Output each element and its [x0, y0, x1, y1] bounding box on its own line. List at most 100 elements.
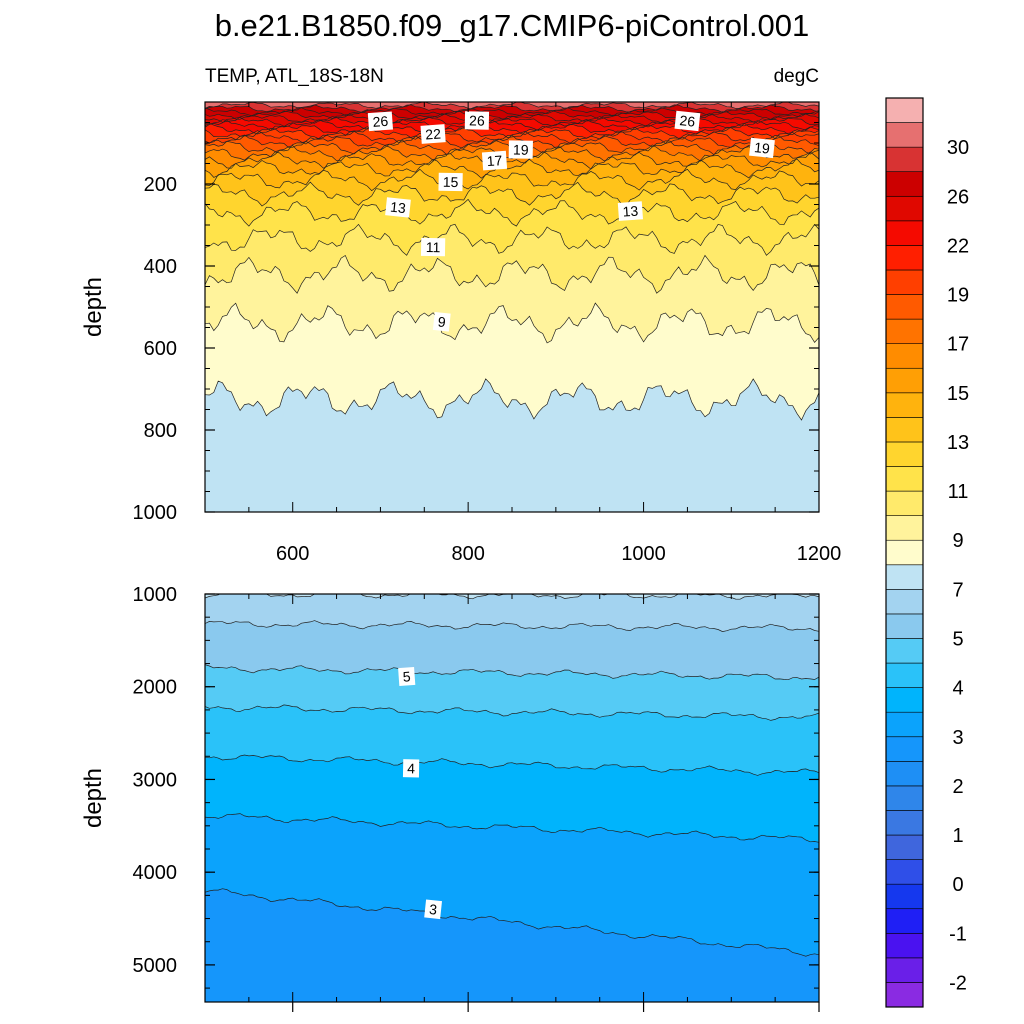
colorbar: -2 -1 0 1 2 3 4 5 7 9 11 13 15 17 19 22 26 30 [885, 97, 969, 1008]
colorbar-swatch [885, 736, 924, 762]
contour-label-text: 4 [407, 760, 415, 776]
isotherm-line [205, 704, 819, 721]
x-tick-label: 1200 [797, 543, 842, 565]
contour-label-text: 26 [469, 112, 485, 128]
colorbar-swatch [885, 589, 924, 615]
isotherm-line [205, 119, 819, 131]
y-tick-label: 1000 [133, 502, 178, 524]
colorbar-swatch [885, 761, 924, 787]
colorbar-swatch [885, 982, 924, 1008]
isotherm-line [205, 888, 819, 957]
contour-label-text: 17 [486, 152, 503, 169]
y-tick-label: 200 [144, 174, 177, 196]
isotherm-line [205, 254, 819, 294]
isotherm-line [205, 126, 819, 140]
colorbar-swatch [885, 220, 924, 246]
contour-label: 22 [420, 124, 446, 144]
y-tick-label: 800 [144, 420, 177, 442]
contour-label-text: 9 [437, 313, 447, 330]
colorbar-swatch [885, 417, 924, 443]
isotherm-line [205, 302, 819, 344]
contour-label: 19 [508, 140, 533, 159]
isotherm-line [205, 158, 819, 179]
contour-label-text: 22 [425, 125, 442, 142]
isotherm-line [205, 150, 819, 170]
contour-label: 26 [464, 111, 490, 130]
contour-label: 5 [398, 666, 416, 687]
isotherm-line [205, 144, 819, 162]
contour-label-text: 26 [372, 113, 389, 130]
contour-label-text: 26 [679, 112, 696, 130]
colorbar-swatch [885, 171, 924, 197]
colorbar-swatch [885, 883, 924, 910]
isotherm-line [205, 198, 819, 227]
colorbar-swatch [885, 146, 924, 173]
colorbar-swatch [885, 441, 924, 467]
contour-label-text: 11 [426, 239, 441, 255]
isotherm-line [205, 134, 819, 149]
colorbar-label: 17 [947, 334, 969, 356]
x-tick-label: 600 [276, 543, 309, 565]
colorbar-label: 9 [952, 530, 963, 552]
colorbar-swatch [885, 294, 924, 320]
colorbar-swatch [885, 195, 924, 222]
contour-label-text: 5 [402, 668, 411, 685]
upper-depth-panel: 26 26 26 22 19 19 17 15 13 13 11 9 200 400 600 800 1000 6… [133, 101, 842, 565]
colorbar-swatch [885, 711, 924, 738]
contour-label: 3 [424, 899, 442, 920]
colorbar-swatch [885, 343, 924, 369]
contour-plot-area: 5 4 3 [205, 594, 819, 1002]
contour-label: 11 [420, 237, 446, 257]
y-tick-label: 4000 [133, 862, 178, 884]
colorbar-swatch [885, 957, 924, 983]
y-tick-label: 1000 [133, 584, 178, 606]
units-label: degC [774, 66, 819, 87]
colorbar-swatch [885, 392, 924, 418]
colorbar-swatch [885, 564, 924, 590]
colorbar-swatch [885, 97, 924, 123]
isotherm-line [205, 116, 819, 128]
contour-label: 15 [438, 172, 463, 192]
isotherm-line [205, 754, 819, 776]
isotherm-line [205, 113, 819, 124]
colorbar-label: 15 [947, 383, 969, 405]
isotherm-line [205, 130, 819, 145]
colorbar-label: 2 [952, 776, 963, 798]
colorbar-swatch [885, 269, 924, 295]
deep-depth-panel: 5 4 3 1000 2000 3000 4000 5000 [133, 584, 820, 1012]
contour-label: 4 [402, 759, 420, 778]
isotherm-line [205, 378, 819, 421]
x-tick-label: 1000 [621, 543, 666, 565]
isotherm-line [205, 594, 819, 600]
colorbar-swatch [885, 859, 924, 885]
colorbar-label: 11 [948, 481, 969, 503]
contour-label: 9 [432, 312, 451, 332]
contour-label: 17 [481, 150, 508, 171]
colorbar-swatch [885, 687, 924, 713]
contour-label: 19 [749, 137, 775, 159]
y-tick-label: 600 [144, 338, 177, 360]
colorbar-label: -2 [949, 972, 967, 994]
contour-label-text: 15 [443, 174, 459, 190]
colorbar-frame [885, 97, 924, 1008]
colorbar-swatch [885, 785, 924, 811]
colorbar-label: 1 [952, 825, 963, 847]
isotherm-line [205, 664, 819, 681]
x-tick-label: 800 [451, 543, 484, 565]
contour-label: 26 [674, 110, 701, 132]
chart-title: b.e21.B1850.f09_g17.CMIP6-piControl.001 [215, 8, 810, 43]
colorbar-swatch [885, 834, 924, 860]
contour-label-text: 13 [622, 203, 639, 220]
y-tick-label: 5000 [133, 955, 178, 977]
colorbar-label: 22 [947, 235, 969, 257]
colorbar-swatch [885, 539, 924, 566]
contour-label-text: 3 [428, 901, 438, 918]
isotherm-line [205, 223, 819, 256]
colorbar-swatch [885, 490, 924, 516]
contour-label-text: 13 [389, 199, 406, 217]
colorbar-label: 0 [952, 874, 963, 896]
isotherm-line [205, 813, 819, 843]
temperature-band [205, 378, 819, 512]
colorbar-swatch [885, 662, 924, 688]
